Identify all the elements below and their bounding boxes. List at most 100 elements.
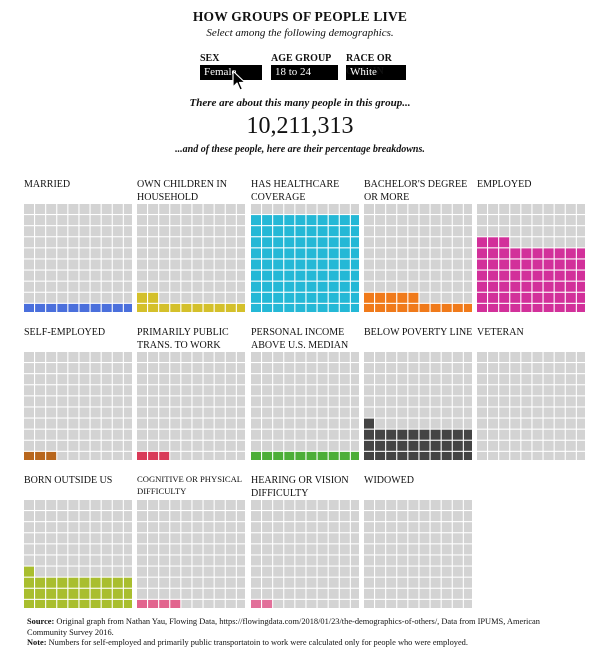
waffle-cell-empty [159, 248, 170, 259]
waffle-cell-empty [203, 363, 214, 374]
waffle-cell-empty [452, 248, 463, 259]
waffle-cell-empty [375, 396, 386, 407]
waffle-cell-empty [408, 385, 419, 396]
waffle-cell-empty [452, 577, 463, 588]
waffle-cell-empty [430, 281, 441, 292]
waffle-cell-empty [477, 226, 487, 237]
waffle-cell-empty [68, 429, 79, 440]
waffle-cell-empty [90, 440, 101, 451]
waffle-cell-empty [90, 292, 101, 303]
waffle-cell-empty [203, 500, 214, 510]
waffle-cell-empty [510, 352, 521, 362]
waffle-cell-empty [419, 226, 430, 237]
waffle-cell-empty [170, 259, 181, 270]
waffle-cell-filled [251, 303, 261, 312]
waffle-cell-empty [262, 588, 273, 599]
waffle-cell-filled [181, 303, 192, 312]
waffle-cell-empty [225, 385, 236, 396]
waffle-cell-empty [35, 429, 46, 440]
waffle-cell-empty [339, 440, 350, 451]
race-origin-select[interactable]: White [346, 65, 406, 80]
waffle-cell-empty [386, 281, 397, 292]
waffle-cell-empty [317, 374, 328, 385]
waffle-cell-filled [350, 237, 359, 248]
waffle-cell-empty [565, 204, 576, 214]
waffle-cell-empty [521, 237, 532, 248]
waffle-cell-empty [397, 407, 408, 418]
waffle-cell-empty [397, 577, 408, 588]
waffle-cell-empty [364, 533, 374, 544]
waffle-cell-empty [68, 363, 79, 374]
waffle-cell-filled [397, 303, 408, 312]
waffle-cell-empty [273, 555, 284, 566]
waffle-cell-filled [430, 303, 441, 312]
waffle-cell-empty [181, 522, 192, 533]
waffle-cell-empty [306, 429, 317, 440]
waffle-cell-filled [273, 451, 284, 460]
waffle-cell-empty [463, 374, 472, 385]
waffle-cell-empty [101, 396, 112, 407]
waffle-cell-empty [123, 407, 132, 418]
waffle-cell-empty [477, 374, 487, 385]
waffle-cell-empty [532, 352, 543, 362]
chart-title: HOW GROUPS OF PEOPLE LIVE [192, 9, 408, 24]
waffle-cell-empty [306, 588, 317, 599]
waffle-cell-empty [68, 396, 79, 407]
waffle-cell-empty [137, 500, 147, 510]
waffle-cell-empty [123, 451, 132, 460]
waffle-cell-filled [112, 577, 123, 588]
waffle-cell-empty [463, 385, 472, 396]
waffle-cell-filled [339, 259, 350, 270]
waffle-cell-filled [24, 566, 34, 577]
waffle-cell-empty [46, 429, 57, 440]
waffle-cell-filled [159, 303, 170, 312]
waffle-cell-empty [565, 451, 576, 460]
waffle-cell-empty [24, 215, 34, 226]
waffle-cell-empty [236, 511, 245, 522]
waffle-grid [24, 352, 132, 460]
waffle-cell-empty [159, 566, 170, 577]
waffle-cell-empty [225, 511, 236, 522]
waffle-cell-filled [306, 281, 317, 292]
waffle-cell-empty [295, 555, 306, 566]
waffle-cell-empty [397, 248, 408, 259]
waffle-cell-empty [57, 440, 68, 451]
waffle-cell-filled [137, 292, 147, 303]
waffle-cell-empty [273, 396, 284, 407]
waffle-cell-filled [148, 451, 159, 460]
waffle-cell-empty [57, 511, 68, 522]
waffle-cell-empty [576, 385, 585, 396]
waffle-cell-filled [408, 292, 419, 303]
waffle-cell-empty [225, 451, 236, 460]
waffle-cell-empty [262, 522, 273, 533]
age-group-select[interactable]: 18 to 24 [271, 65, 338, 80]
waffle-cell-filled [123, 303, 132, 312]
waffle-cell-empty [46, 555, 57, 566]
waffle-cell-empty [101, 522, 112, 533]
waffle-cell-empty [306, 352, 317, 362]
waffle-cell-empty [214, 374, 225, 385]
waffle-cell-empty [452, 500, 463, 510]
waffle-cell-empty [90, 511, 101, 522]
waffle-cell-empty [148, 418, 159, 429]
sex-select[interactable]: Female [200, 65, 262, 80]
waffle-grid [364, 352, 472, 460]
waffle-cell-empty [364, 577, 374, 588]
waffle-cell-filled [328, 451, 339, 460]
waffle-cell-empty [262, 500, 273, 510]
waffle-cell-empty [35, 440, 46, 451]
waffle-cell-empty [170, 588, 181, 599]
waffle-cell-filled [251, 451, 261, 460]
waffle-cell-empty [543, 237, 554, 248]
waffle-cell-empty [419, 352, 430, 362]
waffle-cell-filled [148, 303, 159, 312]
waffle-cell-empty [565, 407, 576, 418]
waffle-cell-empty [79, 237, 90, 248]
waffle-cell-empty [375, 407, 386, 418]
waffle-cell-empty [159, 281, 170, 292]
waffle-cell-empty [306, 385, 317, 396]
waffle-cell-empty [532, 374, 543, 385]
waffle-cell-empty [273, 588, 284, 599]
waffle-cell-empty [57, 259, 68, 270]
waffle-cell-empty [112, 237, 123, 248]
